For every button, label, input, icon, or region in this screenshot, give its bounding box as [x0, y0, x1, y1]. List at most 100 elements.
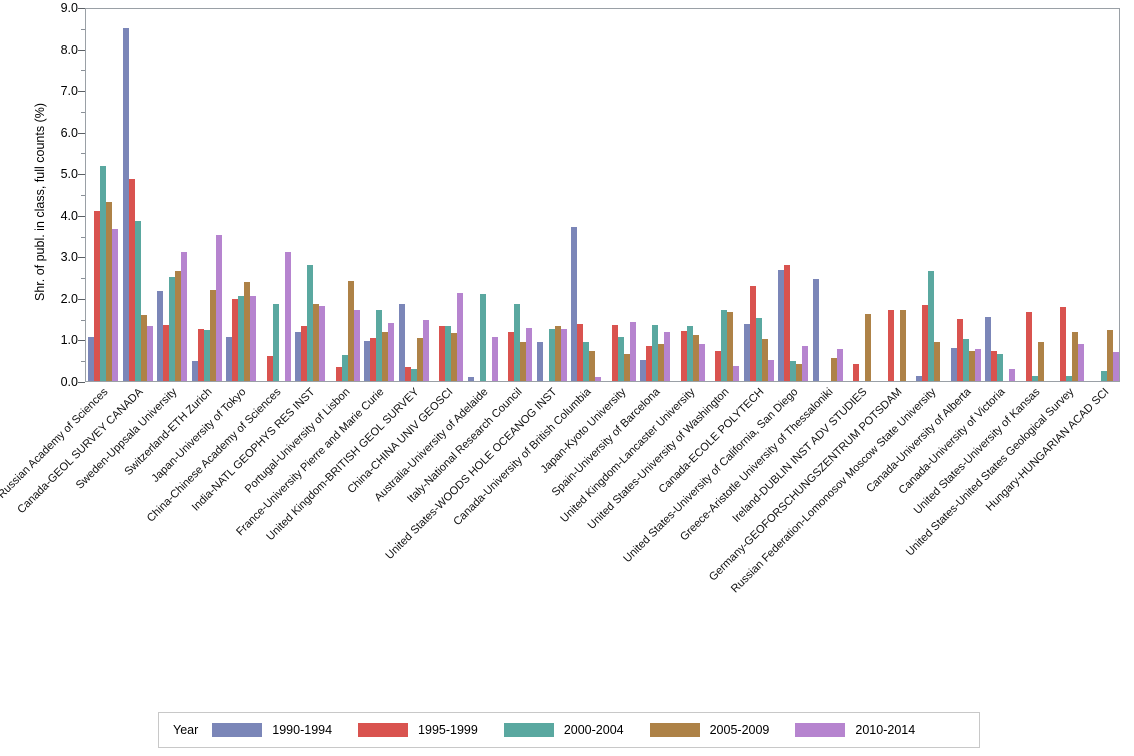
legend-entries: 1990-1994 1995-1999 2000-2004 2005-2009 2010… — [212, 723, 941, 737]
bar — [238, 295, 245, 381]
bar — [658, 343, 665, 381]
bar-group — [261, 9, 291, 381]
y-tick-label: 1.0 — [60, 333, 78, 348]
bar — [1066, 376, 1073, 381]
bar — [341, 354, 348, 381]
bar — [451, 333, 458, 381]
legend-entry[interactable]: 1995-1999 — [358, 723, 478, 737]
legend-title: Year — [173, 723, 199, 737]
bar — [611, 324, 618, 381]
bar — [128, 179, 135, 381]
bar — [479, 293, 486, 381]
bar — [571, 227, 578, 381]
bar — [968, 351, 975, 381]
bar-group — [157, 9, 188, 381]
legend-entry[interactable]: 2005-2009 — [649, 723, 769, 737]
bar-group — [467, 9, 498, 381]
bar — [802, 345, 809, 381]
y-tick-mark-minor — [81, 278, 85, 280]
legend-entry[interactable]: 2000-2004 — [503, 723, 624, 737]
bar — [404, 367, 411, 381]
bar — [640, 360, 647, 381]
bar-group — [950, 9, 981, 381]
bar — [950, 347, 957, 381]
bar — [439, 325, 446, 381]
y-tick-mark — [78, 215, 85, 217]
bar — [457, 292, 464, 381]
y-tick-mark-minor — [81, 195, 85, 196]
bar — [715, 350, 722, 381]
bar — [197, 329, 204, 381]
bar — [520, 342, 527, 381]
bar — [1100, 370, 1107, 381]
bar — [664, 332, 671, 381]
bar — [784, 265, 791, 381]
bar — [284, 252, 291, 381]
y-tick-mark — [78, 91, 85, 93]
plot-area — [85, 8, 1120, 382]
bar — [157, 290, 164, 381]
y-tick-label: 7.0 — [60, 84, 78, 99]
bar — [526, 327, 533, 381]
bar — [583, 341, 590, 381]
legend-entry[interactable]: 1990-1994 — [212, 723, 332, 737]
bar — [836, 348, 843, 381]
bar — [589, 351, 596, 381]
bar — [508, 331, 515, 381]
bar — [382, 332, 389, 381]
y-tick-mark — [78, 257, 85, 259]
y-tick-mark — [78, 382, 85, 383]
bar — [899, 309, 906, 381]
bar — [295, 332, 302, 381]
bar — [169, 277, 176, 381]
bar-group — [295, 9, 326, 381]
bar-group — [88, 9, 119, 381]
bar-group — [1020, 9, 1050, 381]
bar — [100, 166, 107, 381]
bar — [1031, 376, 1038, 381]
bar-group — [191, 9, 222, 381]
legend-entry[interactable]: 2010-2014 — [795, 723, 915, 737]
bar — [163, 325, 170, 381]
bar — [146, 325, 153, 381]
bar — [577, 324, 584, 381]
bar — [1106, 329, 1113, 381]
bar — [755, 317, 762, 381]
bar-group — [571, 9, 602, 381]
bar — [353, 309, 360, 381]
bar — [88, 336, 95, 381]
y-tick-label: 9.0 — [60, 1, 78, 15]
bar-group — [640, 9, 671, 381]
bar — [250, 295, 257, 381]
legend-label: 1995-1999 — [418, 723, 478, 737]
bar — [1060, 307, 1067, 381]
bar — [991, 350, 998, 381]
bar — [830, 358, 837, 381]
bar — [467, 376, 474, 381]
bar — [266, 356, 273, 381]
bar — [680, 331, 687, 381]
bar — [1025, 311, 1032, 381]
y-tick-mark-minor — [81, 236, 85, 238]
legend-label: 1990-1994 — [272, 723, 333, 737]
bar — [997, 354, 1004, 381]
bar — [94, 211, 101, 381]
bar — [749, 286, 756, 381]
x-tick-label: United States-United States Geological S… — [904, 386, 1077, 559]
y-tick-mark — [78, 132, 85, 134]
bar — [112, 228, 119, 381]
bar — [416, 337, 423, 381]
bar — [1009, 369, 1016, 381]
bar-group — [1054, 9, 1085, 381]
y-tick-mark-minor — [81, 153, 85, 155]
bar — [1072, 332, 1079, 381]
bar — [514, 304, 521, 381]
bar — [956, 318, 963, 381]
bar — [347, 280, 354, 381]
legend-swatch — [795, 723, 846, 737]
bar-group — [709, 9, 740, 381]
bar — [595, 376, 602, 381]
bar-group — [1089, 9, 1119, 381]
bar — [1078, 344, 1085, 381]
